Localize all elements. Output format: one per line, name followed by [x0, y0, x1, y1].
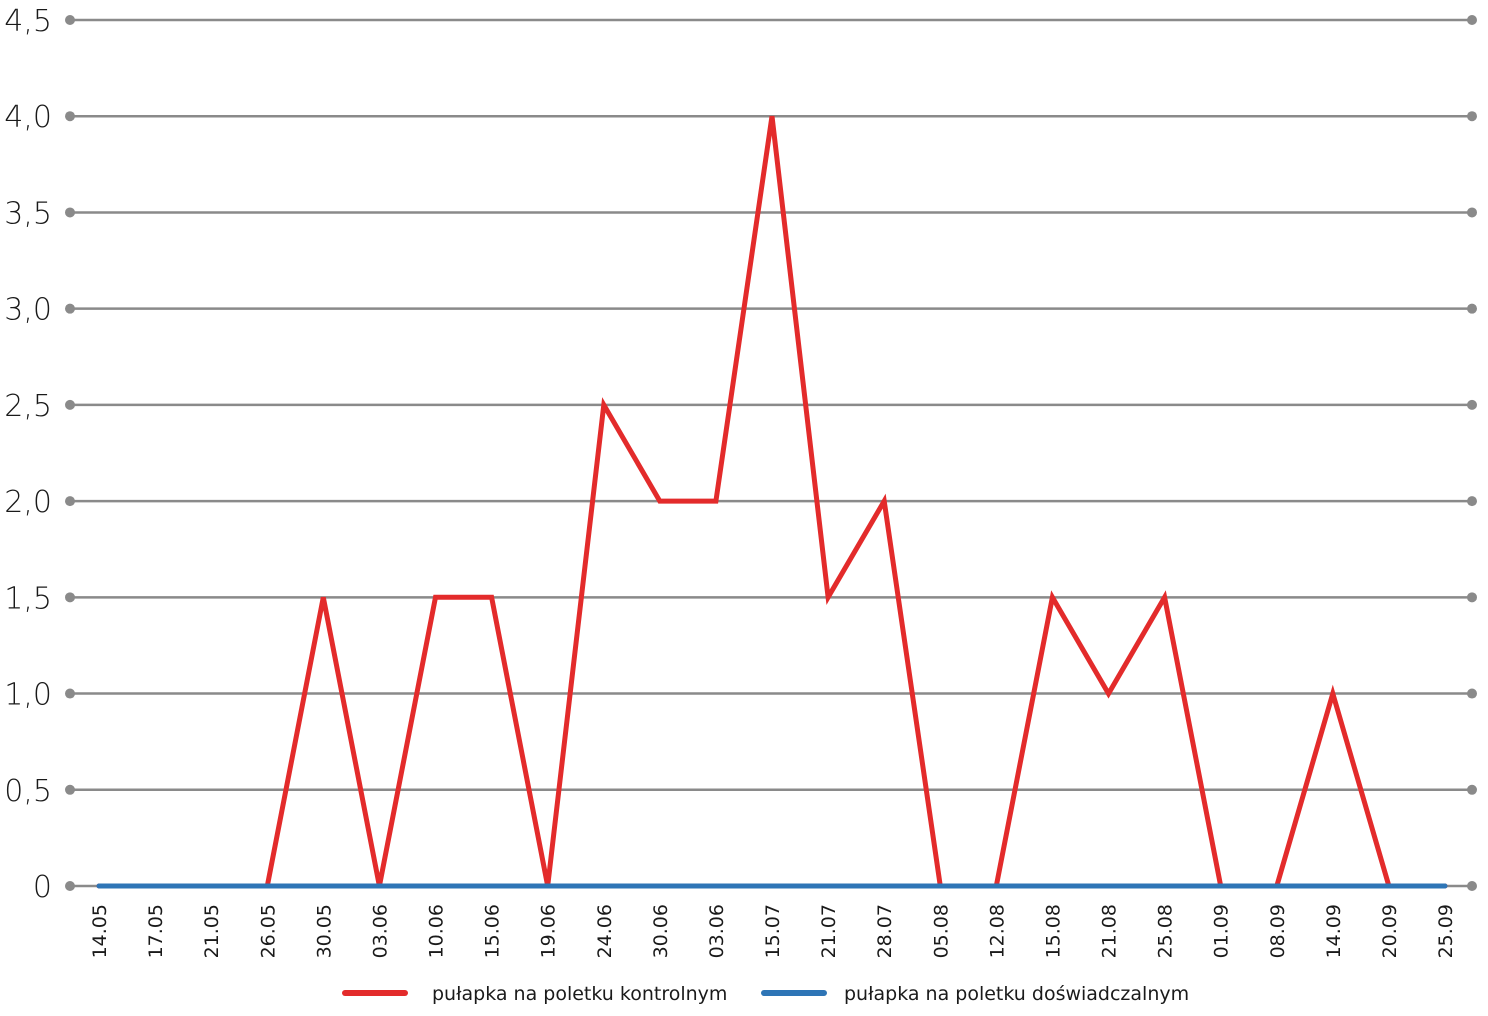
x-tick-label: 21.08	[1099, 904, 1121, 958]
x-tick-label: 30.06	[650, 904, 672, 958]
gridline-end-dot	[65, 881, 75, 891]
gridline-end-dot	[1467, 592, 1477, 603]
x-tick-label: 14.05	[89, 904, 111, 958]
x-tick-label: 03.06	[369, 904, 391, 958]
gridline-end-dot	[65, 496, 75, 507]
x-tick-label: 15.06	[482, 904, 504, 958]
x-tick-label: 03.06	[706, 904, 728, 958]
x-tick-label: 20.09	[1379, 904, 1401, 958]
y-tick-label: 2,0	[4, 485, 52, 520]
x-tick-label: 24.06	[594, 904, 616, 958]
gridline-end-dot	[1467, 111, 1477, 122]
gridline-end-dot	[65, 303, 75, 314]
gridline-end-dot	[65, 592, 75, 603]
x-tick-label: 08.09	[1267, 904, 1289, 958]
y-tick-label: 3,0	[4, 293, 52, 328]
gridlines	[65, 15, 1477, 891]
gridline-end-dot	[65, 688, 75, 699]
gridline-end-dot	[65, 15, 75, 25]
gridline-end-dot	[1467, 496, 1477, 507]
gridline-end-dot	[1467, 303, 1477, 314]
x-tick-label: 17.05	[145, 904, 167, 958]
gridline-end-dot	[65, 784, 75, 795]
x-tick-label: 26.05	[257, 904, 279, 958]
gridline-end-dot	[65, 111, 75, 122]
x-tick-label: 14.09	[1323, 904, 1345, 958]
x-tick-label: 21.05	[201, 904, 223, 958]
legend: pułapka na poletku kontrolnym pułapka na …	[342, 983, 1189, 1005]
y-tick-label: 1,5	[4, 581, 52, 616]
x-tick-label: 05.08	[930, 904, 952, 958]
legend-label: pułapka na poletku kontrolnym	[432, 983, 727, 1005]
x-tick-label: 19.06	[538, 904, 560, 958]
series-lines	[96, 115, 1448, 889]
gridline-end-dot	[1467, 15, 1477, 25]
x-tick-label: 15.08	[1042, 904, 1064, 958]
legend-label: pułapka na poletku doświadczalnym	[844, 983, 1189, 1005]
x-tick-label: 25.08	[1155, 904, 1177, 958]
x-tick-label: 10.06	[426, 904, 448, 958]
y-tick-label: 4,5	[4, 4, 52, 39]
x-tick-label: 25.09	[1435, 904, 1457, 958]
y-axis-tick-labels: 0 0,5 1,0 1,5 2,0 2,5 3,0 3,5 4,0 4,5	[4, 4, 52, 905]
x-tick-label: 15.07	[762, 904, 784, 958]
y-tick-label: 4,0	[4, 100, 52, 135]
x-tick-label: 01.09	[1211, 904, 1233, 958]
y-tick-label: 0,5	[4, 774, 52, 809]
y-tick-label: 1,0	[4, 678, 52, 713]
gridline-end-dot	[1467, 784, 1477, 795]
gridline-end-dot	[1467, 881, 1477, 891]
gridline-end-dot	[65, 207, 75, 218]
x-axis-tick-labels: 14.05 17.05 21.05 26.05 30.05 03.06 10.06 15.06…	[89, 904, 1457, 958]
x-tick-label: 12.08	[986, 904, 1008, 958]
x-tick-label: 21.07	[818, 904, 840, 958]
x-tick-label: 30.05	[313, 904, 335, 958]
gridline-end-dot	[1467, 207, 1477, 218]
gridline-end-dot	[65, 399, 75, 410]
gridline-end-dot	[1467, 399, 1477, 410]
gridline-end-dot	[1467, 688, 1477, 699]
y-tick-label: 2,5	[4, 389, 52, 424]
x-tick-label: 28.07	[874, 904, 896, 958]
y-tick-label: 3,5	[4, 196, 52, 231]
y-tick-label: 0	[33, 870, 52, 905]
